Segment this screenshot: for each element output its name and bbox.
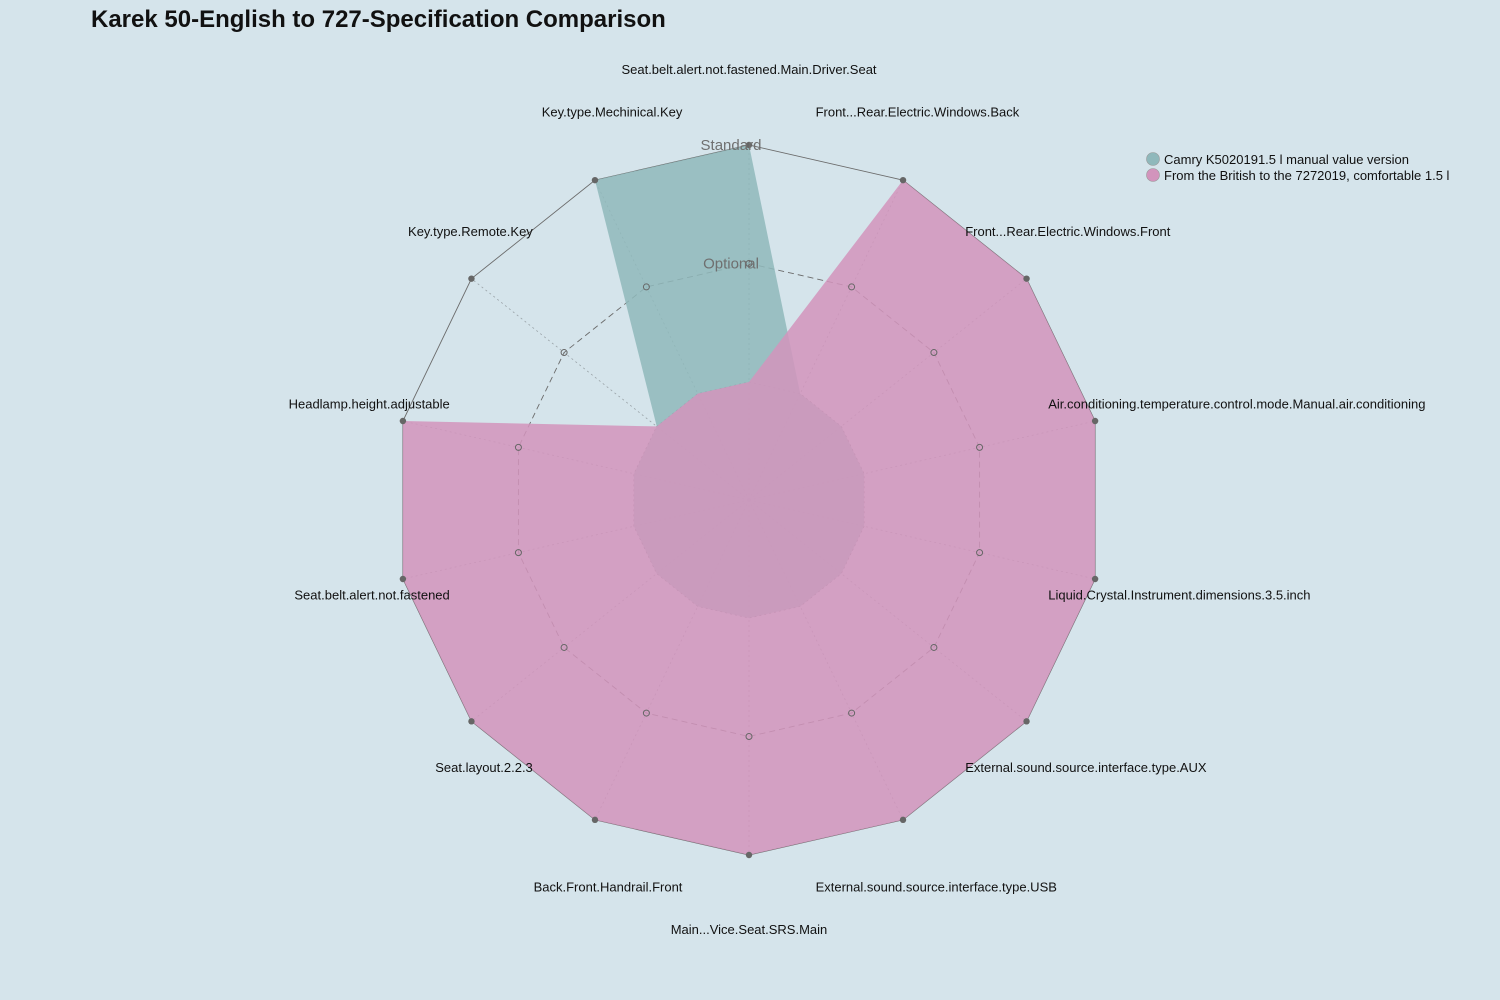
axis-label: Front...Rear.Electric.Windows.Front — [965, 224, 1171, 239]
axis-label: Key.type.Mechinical.Key — [542, 105, 683, 120]
legend: Camry K5020191.5 l manual value versionF… — [1146, 152, 1450, 183]
axis-label: External.sound.source.interface.type.AUX — [965, 760, 1207, 775]
radar-series — [402, 145, 1096, 855]
outer-vertex-marker — [399, 575, 407, 583]
outer-vertex-marker — [399, 417, 407, 425]
mid-vertex-marker — [560, 349, 568, 357]
outer-vertex-marker — [899, 816, 907, 824]
outer-vertex-marker — [468, 275, 475, 282]
mid-vertex-marker — [745, 733, 753, 740]
level-labels: Optional Standard — [701, 137, 762, 273]
chart-title: Karek 50-English to 727-Specification Co… — [91, 6, 666, 33]
mid-vertex-marker — [642, 709, 650, 717]
outer-vertex-marker — [745, 851, 753, 859]
axis-label: Seat.layout.2.2.3 — [435, 760, 533, 775]
outer-vertex-marker — [1023, 718, 1030, 725]
axis-labels: Seat.belt.alert.not.fastened.Main.Driver… — [289, 62, 1426, 937]
outer-vertex-marker — [899, 176, 907, 184]
level-label-optional: Optional — [703, 256, 759, 273]
outer-vertex-marker — [1091, 575, 1099, 583]
mid-vertex-marker — [930, 349, 938, 357]
mid-vertex-marker — [560, 643, 568, 651]
outer-vertex-marker — [745, 141, 753, 149]
outer-vertex-marker — [1023, 275, 1030, 282]
mid-vertex-marker — [930, 643, 938, 651]
grid-vertices — [399, 141, 1099, 859]
axis-label: Seat.belt.alert.not.fastened.Main.Driver… — [621, 62, 876, 77]
outer-vertex-marker — [468, 718, 475, 725]
legend-swatch — [1146, 152, 1160, 166]
axis-label: Air.conditioning.temperature.control.mod… — [1048, 396, 1425, 411]
axis-label: Seat.belt.alert.not.fastened — [294, 588, 449, 603]
outer-vertex-marker — [1091, 417, 1099, 425]
mid-vertex-marker — [976, 443, 984, 451]
legend-label: From the British to the 7272019, comfort… — [1164, 168, 1450, 183]
radar-spoke — [471, 278, 750, 501]
series-area-2 — [402, 180, 1096, 855]
axis-label: External.sound.source.interface.type.USB — [816, 879, 1057, 894]
mid-vertex-marker — [976, 549, 984, 557]
axis-label: Liquid.Crystal.Instrument.dimensions.3.5… — [1048, 588, 1310, 603]
mid-vertex-marker — [745, 260, 753, 267]
legend-label: Camry K5020191.5 l manual value version — [1164, 152, 1409, 167]
legend-swatch — [1146, 168, 1160, 182]
level-label-standard: Standard — [701, 137, 762, 154]
outer-vertex-marker — [591, 176, 599, 184]
mid-vertex-marker — [848, 283, 856, 291]
axis-label: Front...Rear.Electric.Windows.Back — [816, 105, 1020, 120]
outer-vertex-marker — [591, 816, 599, 824]
axis-label: Key.type.Remote.Key — [408, 224, 533, 239]
mid-vertex-marker — [642, 283, 650, 291]
axis-label: Main...Vice.Seat.SRS.Main — [671, 922, 828, 937]
axis-label: Back.Front.Handrail.Front — [534, 879, 683, 894]
axis-label: Headlamp.height.adjustable — [289, 396, 450, 411]
mid-vertex-marker — [848, 709, 856, 717]
mid-vertex-marker — [514, 443, 522, 451]
mid-vertex-marker — [514, 549, 522, 557]
